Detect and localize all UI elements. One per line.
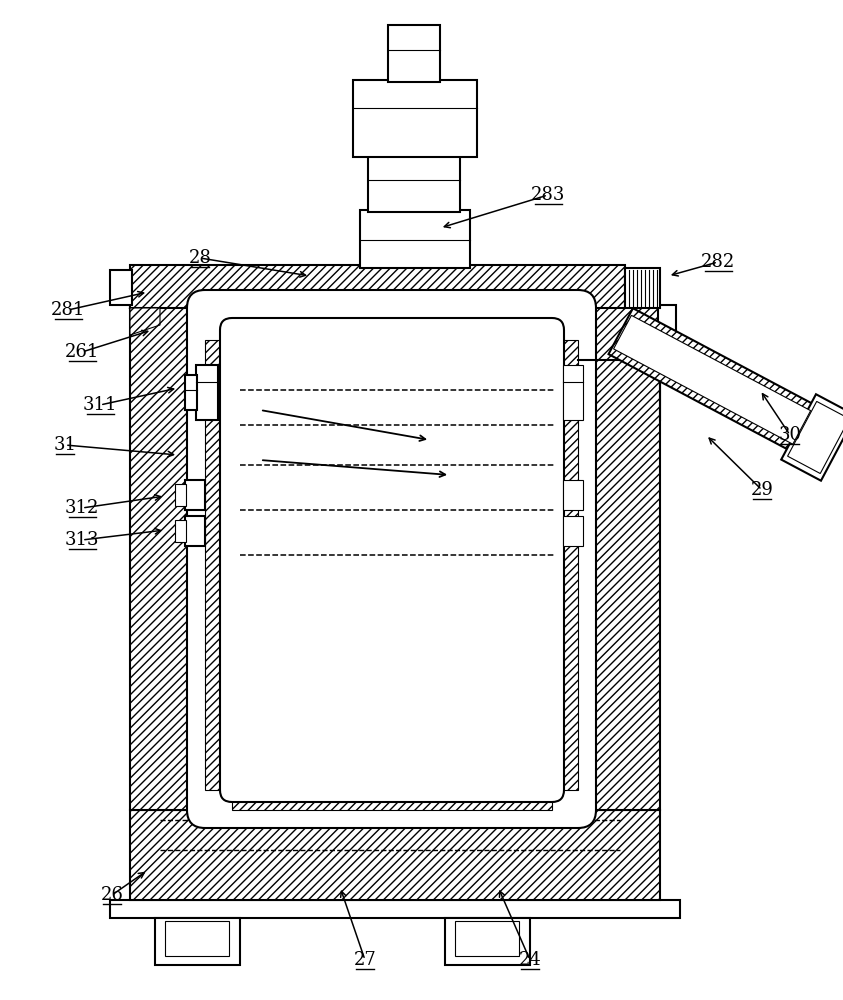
Bar — [185, 516, 205, 546]
Polygon shape — [614, 315, 811, 444]
Text: 312: 312 — [65, 499, 99, 517]
Bar — [185, 375, 197, 410]
Text: 261: 261 — [65, 343, 99, 361]
Text: 28: 28 — [189, 249, 212, 267]
Bar — [130, 810, 660, 900]
Bar — [563, 480, 583, 510]
Bar — [130, 265, 625, 308]
Text: 283: 283 — [531, 186, 565, 204]
Text: 313: 313 — [65, 531, 99, 549]
Bar — [205, 340, 232, 790]
Bar — [110, 270, 132, 305]
Bar — [165, 921, 229, 956]
Polygon shape — [787, 401, 843, 474]
Text: 27: 27 — [353, 951, 376, 969]
Text: 281: 281 — [51, 301, 85, 319]
Bar — [388, 25, 440, 82]
Text: 282: 282 — [701, 253, 735, 271]
Bar — [353, 80, 477, 157]
Text: 311: 311 — [83, 396, 117, 414]
Bar — [130, 305, 205, 810]
Text: 29: 29 — [750, 481, 773, 499]
Bar — [658, 305, 676, 360]
Text: 24: 24 — [518, 951, 541, 969]
Bar — [552, 340, 578, 790]
Bar — [563, 516, 583, 546]
Text: 26: 26 — [100, 886, 123, 904]
Bar — [185, 480, 205, 510]
Bar — [175, 520, 186, 542]
Bar — [232, 790, 552, 810]
Bar — [175, 484, 186, 506]
FancyBboxPatch shape — [187, 290, 596, 828]
Bar — [563, 365, 583, 420]
FancyBboxPatch shape — [220, 318, 564, 802]
Text: 30: 30 — [778, 426, 802, 444]
Bar — [625, 268, 660, 308]
Bar — [455, 921, 519, 956]
Polygon shape — [609, 308, 816, 451]
Bar — [360, 210, 470, 268]
Bar — [110, 900, 680, 918]
Bar — [445, 918, 530, 965]
Polygon shape — [130, 308, 160, 335]
Bar — [368, 155, 460, 212]
Polygon shape — [781, 394, 843, 481]
Bar — [155, 918, 240, 965]
Text: 31: 31 — [53, 436, 77, 454]
Bar — [578, 305, 660, 810]
Bar — [196, 365, 218, 420]
